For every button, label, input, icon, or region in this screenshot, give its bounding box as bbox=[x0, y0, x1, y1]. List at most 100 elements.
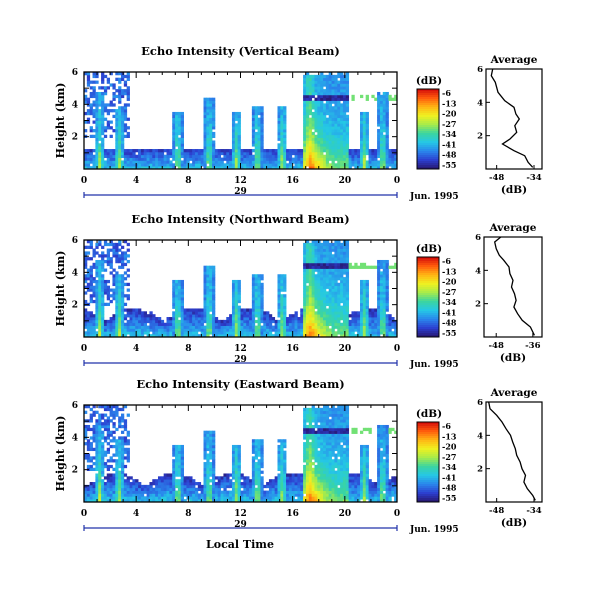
heatmap-cell bbox=[172, 464, 176, 469]
heatmap-cell bbox=[231, 279, 236, 284]
heatmap-cell bbox=[249, 496, 253, 500]
heatmap-cell bbox=[251, 129, 256, 133]
heatmap-cell bbox=[328, 114, 332, 119]
y-tick-label: 2 bbox=[72, 301, 78, 311]
heatmap-cell bbox=[237, 160, 241, 164]
heatmap-cell bbox=[209, 146, 213, 150]
heatmap-cell bbox=[186, 328, 190, 332]
heatmap-cell bbox=[314, 259, 318, 264]
heatmap-cell bbox=[95, 259, 99, 264]
heatmap-cell bbox=[118, 143, 122, 147]
heatmap-cell bbox=[251, 447, 256, 452]
heatmap-cell bbox=[331, 123, 335, 127]
heatmap-cell bbox=[186, 325, 190, 329]
heatmap-cell bbox=[109, 331, 113, 335]
heatmap-cell bbox=[254, 314, 258, 318]
heatmap-cell bbox=[277, 322, 281, 326]
heatmap-cell bbox=[192, 325, 196, 329]
heatmap-cell bbox=[260, 282, 264, 287]
heatmap-cell bbox=[143, 154, 147, 158]
heatmap-cell bbox=[217, 499, 221, 503]
x-tick-label: 8 bbox=[185, 176, 191, 186]
heatmap-cell bbox=[305, 334, 310, 338]
heatmap-cell bbox=[146, 493, 150, 497]
heatmap-cell bbox=[377, 111, 381, 116]
heatmap-cell bbox=[209, 450, 213, 454]
heatmap-cell bbox=[172, 325, 176, 329]
heatmap-cell bbox=[86, 257, 91, 261]
heatmap-cell bbox=[183, 314, 187, 318]
heatmap-cell bbox=[157, 154, 162, 158]
heatmap-cell bbox=[146, 151, 150, 156]
heatmap-cell bbox=[214, 487, 219, 491]
heatmap-cell bbox=[95, 91, 99, 96]
heatmap-cell bbox=[377, 117, 381, 121]
heatmap-cell bbox=[340, 308, 344, 312]
heatmap-cell bbox=[237, 279, 241, 284]
heatmap-cell bbox=[106, 419, 111, 423]
heatmap-cell bbox=[89, 413, 93, 417]
heatmap-cell bbox=[268, 157, 273, 161]
heatmap-cell bbox=[169, 151, 173, 156]
heatmap-cell bbox=[251, 464, 256, 469]
heatmap-cell bbox=[368, 325, 372, 329]
heatmap-cell bbox=[183, 484, 187, 489]
heatmap-cell bbox=[101, 405, 105, 409]
heatmap-cell bbox=[277, 311, 281, 315]
heatmap-cell bbox=[266, 151, 270, 156]
heatmap-cell bbox=[234, 123, 239, 127]
heatmap-cell bbox=[260, 314, 264, 318]
heatmap-cell bbox=[305, 291, 310, 295]
heatmap-cell bbox=[149, 484, 153, 489]
heatmap-cell bbox=[251, 120, 256, 124]
heatmap-cell bbox=[323, 268, 327, 272]
heatmap-cell bbox=[277, 439, 281, 443]
heatmap-cell bbox=[197, 328, 202, 332]
heatmap-cell bbox=[197, 319, 202, 324]
heatmap-cell bbox=[305, 97, 310, 101]
heatmap-cell bbox=[95, 311, 99, 315]
heatmap-cell bbox=[86, 311, 91, 315]
heatmap-cell bbox=[177, 166, 182, 170]
panel-2: Echo Intensity (Northward Beam)0 4 8 12 16 20… bbox=[54, 212, 543, 370]
heatmap-cell bbox=[308, 242, 313, 247]
heatmap-cell bbox=[177, 464, 182, 469]
heatmap-cell bbox=[345, 77, 350, 81]
heatmap-cell bbox=[280, 311, 284, 315]
heatmap-cell bbox=[345, 129, 350, 133]
heatmap-cell bbox=[95, 242, 99, 247]
heatmap-cell bbox=[84, 120, 88, 124]
heatmap-cell bbox=[112, 490, 116, 494]
heatmap-cell bbox=[342, 151, 347, 156]
heatmap-cell bbox=[337, 160, 341, 164]
heatmap-cell bbox=[311, 299, 315, 304]
heatmap-cell bbox=[328, 311, 332, 315]
heatmap-cell bbox=[377, 328, 381, 332]
profile-y-tick-label: 4 bbox=[475, 266, 481, 276]
heatmap-cell bbox=[325, 100, 330, 104]
heatmap-cell bbox=[340, 291, 344, 295]
heatmap-cell bbox=[101, 123, 105, 127]
heatmap-cell bbox=[254, 476, 258, 480]
heatmap-cell bbox=[217, 325, 221, 329]
heatmap-cell bbox=[251, 462, 256, 466]
heatmap-cell bbox=[177, 467, 182, 472]
heatmap-cell bbox=[220, 149, 224, 153]
heatmap-cell bbox=[260, 487, 264, 491]
heatmap-cell bbox=[112, 334, 116, 338]
heatmap-cell bbox=[115, 126, 119, 130]
heatmap-cell bbox=[92, 490, 96, 494]
heatmap-cell bbox=[203, 439, 207, 443]
heatmap-cell bbox=[95, 302, 99, 307]
heatmap-cell bbox=[260, 484, 264, 489]
heatmap-cell bbox=[169, 496, 173, 500]
heatmap-cell bbox=[155, 154, 159, 158]
heatmap-cell bbox=[254, 131, 258, 136]
heatmap-cell bbox=[385, 126, 389, 130]
heatmap-cell bbox=[143, 490, 147, 494]
heatmap-cell bbox=[89, 442, 93, 446]
heatmap-cell bbox=[177, 163, 182, 167]
heatmap-cell bbox=[223, 499, 227, 503]
heatmap-cell bbox=[354, 149, 358, 153]
heatmap-cell bbox=[203, 151, 207, 156]
